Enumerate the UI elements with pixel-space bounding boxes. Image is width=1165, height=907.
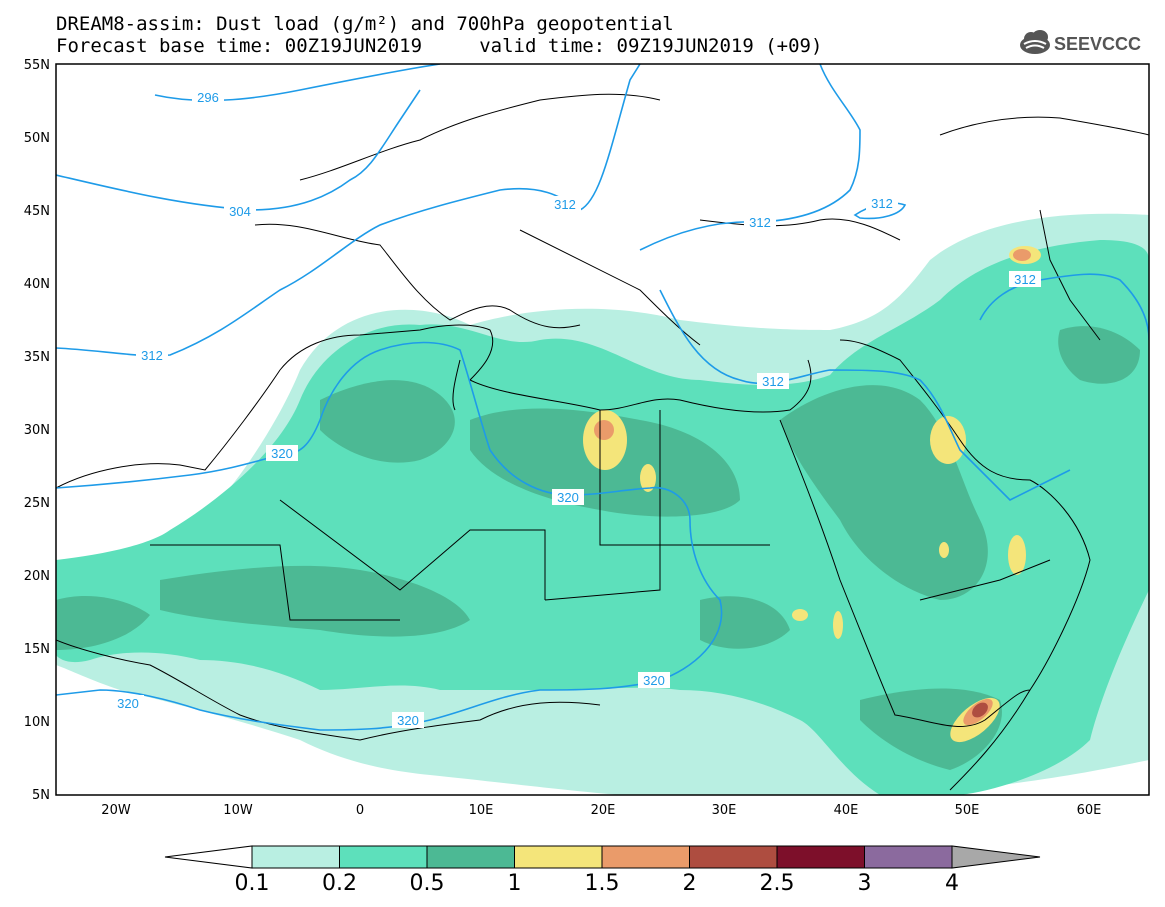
lat-label: 15N	[24, 642, 50, 657]
lon-label: 20E	[591, 803, 616, 818]
lon-label: 60E	[1077, 803, 1102, 818]
lon-label: 20W	[101, 803, 131, 818]
colorbar-label: 0.1	[235, 871, 270, 896]
contour-label: 312	[549, 196, 581, 212]
lon-label: 40E	[834, 803, 859, 818]
contour-label: 320	[552, 489, 584, 505]
colorbar-segment	[864, 845, 953, 869]
lat-label: 35N	[24, 350, 50, 365]
latitude-labels: 55N 50N 45N 40N 35N 30N 25N 20N 15N 10N …	[24, 58, 50, 803]
dust-region-heavy	[320, 380, 455, 463]
svg-text:312: 312	[554, 197, 576, 212]
svg-text:312: 312	[1014, 272, 1036, 287]
colorbar-segment	[601, 845, 690, 869]
lat-label: 30N	[24, 423, 50, 438]
colorbar-label: 1.5	[585, 871, 620, 896]
colorbar-label: 4	[945, 871, 959, 896]
lat-label: 20N	[24, 569, 50, 584]
colorbar-label: 0.2	[322, 871, 357, 896]
lon-label: 0	[356, 803, 364, 818]
lon-label: 30E	[712, 803, 737, 818]
contour-label: 304	[224, 203, 256, 219]
lat-label: 55N	[24, 58, 50, 73]
lon-label: 10E	[469, 803, 494, 818]
colorbar: 0.1 0.2 0.5 1 1.5 2 2.5 3 4	[164, 845, 1041, 896]
colorbar-segment	[339, 845, 428, 869]
map-title: DREAM8-assim: Dust load (g/m²) and 700hP…	[56, 13, 674, 35]
svg-text:304: 304	[229, 204, 251, 219]
lon-label: 50E	[955, 803, 980, 818]
svg-text:312: 312	[871, 196, 893, 211]
dust-field	[56, 213, 1149, 795]
svg-text:312: 312	[749, 215, 771, 230]
colorbar-segment	[776, 845, 865, 869]
svg-text:320: 320	[643, 673, 665, 688]
logo-text: SEEVCCC	[1054, 34, 1141, 54]
contour-label: 312	[744, 214, 776, 230]
colorbar-label: 2	[683, 871, 697, 896]
lat-label: 45N	[24, 204, 50, 219]
cloud-logo-icon	[1020, 30, 1050, 54]
coastlines	[56, 93, 1149, 791]
contour-label: 312	[136, 347, 168, 363]
lat-label: 50N	[24, 131, 50, 146]
contour-label: 320	[112, 695, 144, 711]
lat-label: 10N	[24, 715, 50, 730]
colorbar-segment	[426, 845, 515, 869]
svg-text:312: 312	[762, 374, 784, 389]
contour-label: 320	[392, 712, 424, 728]
longitude-labels: 20W 10W 0 10E 20E 30E 40E 50E 60E	[101, 803, 1101, 818]
seevccc-logo: SEEVCCC	[1020, 30, 1141, 54]
lon-label: 10W	[223, 803, 253, 818]
svg-text:320: 320	[557, 490, 579, 505]
svg-text:320: 320	[117, 696, 139, 711]
colorbar-right-arrow	[951, 845, 1041, 869]
contour-label: 312	[1009, 271, 1041, 287]
colorbar-segment	[514, 845, 603, 869]
lat-label: 25N	[24, 496, 50, 511]
geopotential-contours	[56, 64, 1149, 731]
contour-label: 320	[638, 672, 670, 688]
svg-text:296: 296	[197, 90, 219, 105]
colorbar-label: 3	[858, 871, 872, 896]
contour-label: 320	[266, 445, 298, 461]
dust-region-medium	[56, 240, 1149, 795]
svg-text:320: 320	[271, 446, 293, 461]
contour-label: 312	[757, 373, 789, 389]
colorbar-left-arrow	[164, 845, 253, 869]
colorbar-segment	[251, 845, 340, 869]
colorbar-label: 2.5	[760, 871, 795, 896]
map-frame	[55, 63, 1150, 796]
colorbar-label: 1	[508, 871, 522, 896]
svg-text:320: 320	[397, 713, 419, 728]
colorbar-label: 0.5	[410, 871, 445, 896]
contour-label: 296	[192, 89, 224, 105]
lat-label: 40N	[24, 277, 50, 292]
contour-labels: 296 304 312 312 312 312 312 312 320 320 …	[112, 89, 1041, 728]
map-subtitle: Forecast base time: 00Z19JUN2019 valid t…	[56, 35, 823, 57]
lat-label: 5N	[32, 788, 50, 803]
svg-text:312: 312	[141, 348, 163, 363]
colorbar-segment	[689, 845, 778, 869]
contour-label: 312	[866, 195, 898, 211]
